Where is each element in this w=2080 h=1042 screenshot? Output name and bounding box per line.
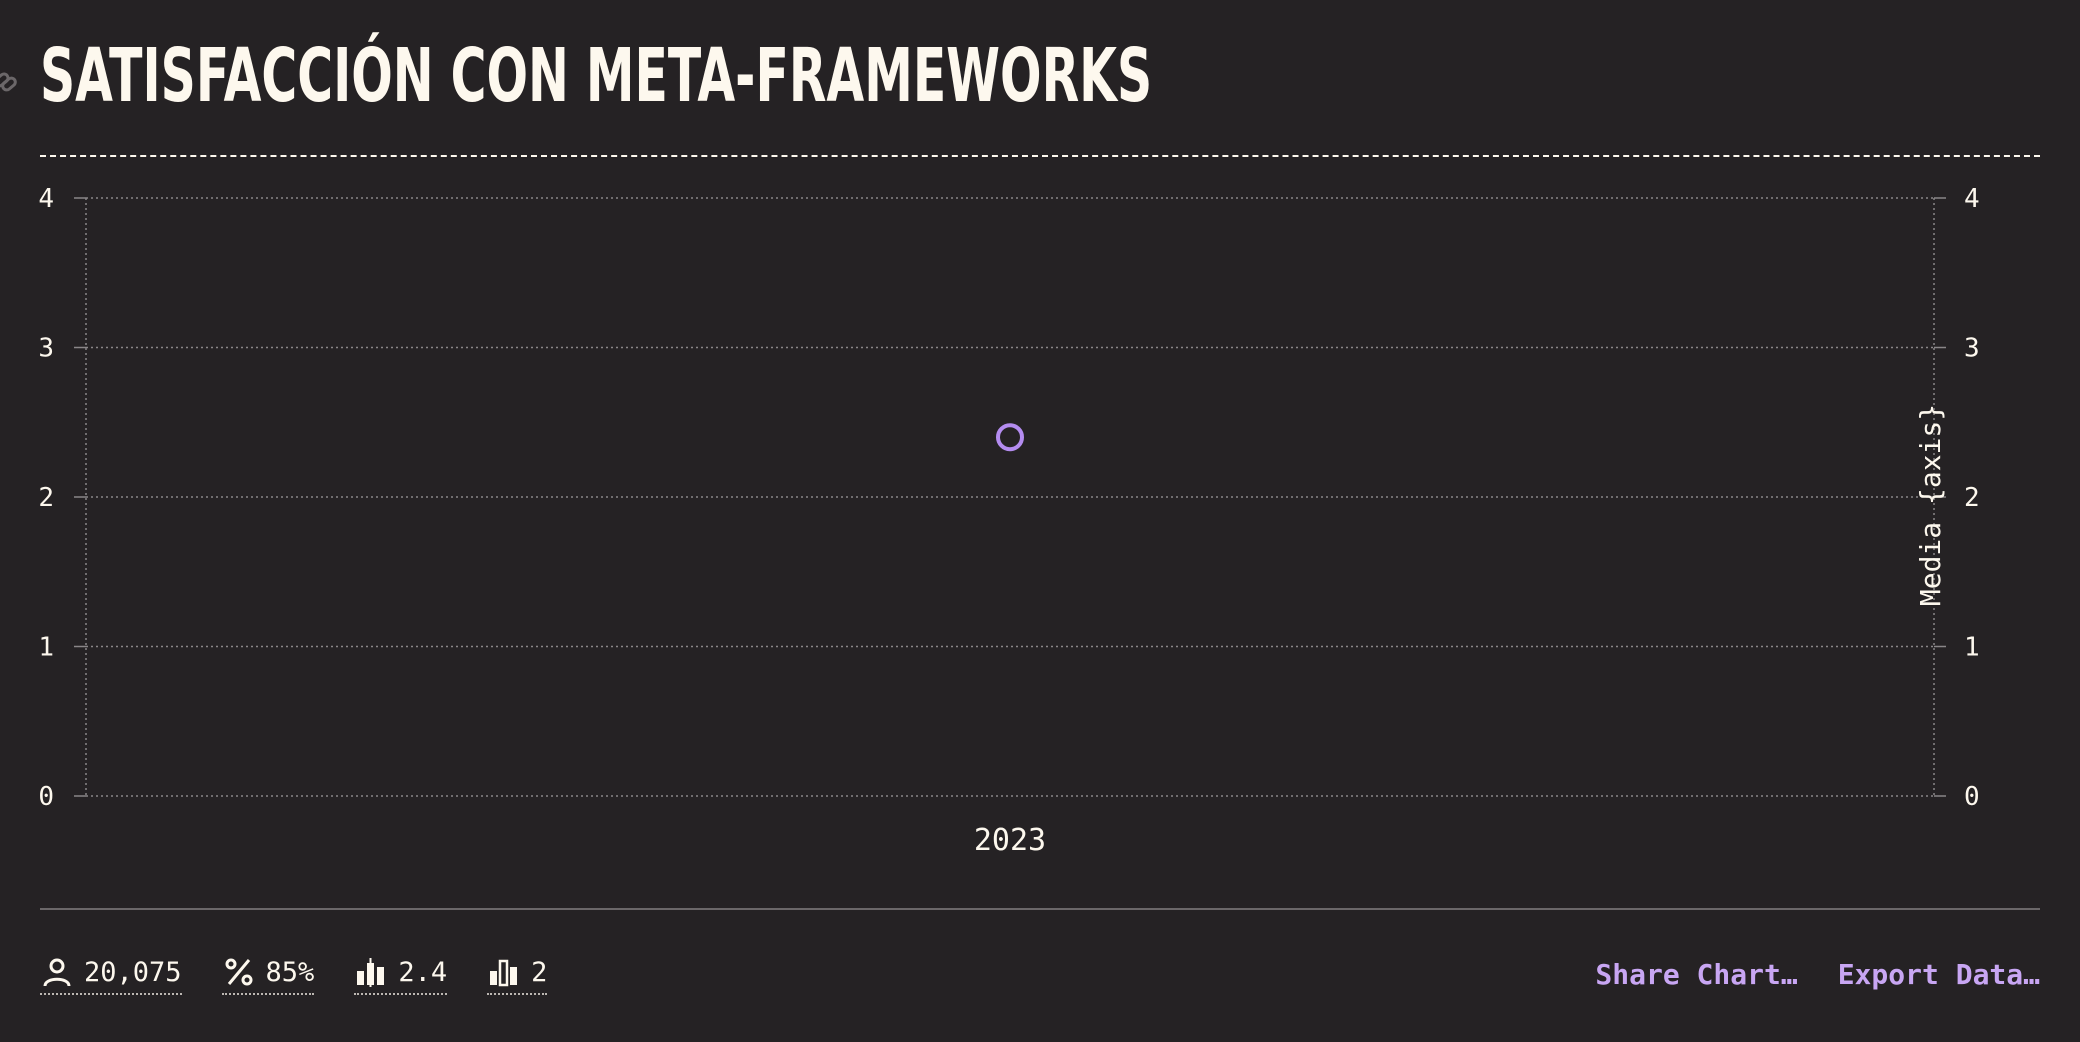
axis-labels: 0 1 2 3 4 0 1 2 3 4 2023 Media {axis} — [38, 184, 1979, 858]
grid-lines — [86, 197, 1934, 797]
x-tick-label: 2023 — [974, 823, 1046, 858]
stat-percentage[interactable]: 85% — [221, 955, 315, 995]
axes — [74, 197, 1946, 797]
right-axis-title: Media {axis} — [1914, 404, 1947, 606]
stat-median[interactable]: 2 — [487, 955, 548, 995]
right-tick-label: 4 — [1964, 184, 1980, 214]
export-data-button[interactable]: Export Data… — [1837, 958, 2040, 991]
footer-divider — [40, 908, 2040, 910]
data-point — [996, 423, 1024, 452]
stat-value: 2 — [531, 956, 548, 988]
link-icon[interactable] — [0, 70, 22, 98]
right-tick-label: 0 — [1964, 782, 1980, 812]
stat-value: 85% — [265, 956, 315, 988]
user-icon — [40, 955, 74, 989]
bar-chart-icon — [354, 955, 388, 989]
title-divider — [40, 155, 2040, 157]
left-tick-label: 4 — [38, 184, 54, 214]
stat-value: 2.4 — [398, 956, 448, 988]
percent-icon — [222, 955, 256, 989]
stat-mean[interactable]: 2.4 — [354, 955, 448, 995]
stat-respondents[interactable]: 20,075 — [40, 955, 182, 995]
data-points — [996, 423, 1024, 452]
right-tick-label: 1 — [1964, 633, 1980, 663]
left-tick-label: 0 — [38, 782, 54, 812]
right-tick-label: 2 — [1964, 483, 1980, 513]
bar-chart-outline-icon — [487, 955, 521, 989]
chart-title: SATISFACCIÓN CON META-FRAMEWORKS — [40, 33, 1153, 119]
share-chart-button[interactable]: Share Chart… — [1595, 958, 1798, 991]
stats-bar: 20,075 85% 2.4 2 — [40, 955, 548, 995]
right-tick-label: 3 — [1964, 334, 1980, 364]
scatter-chart: 0 1 2 3 4 0 1 2 3 4 2023 Media {axis} — [38, 184, 1979, 858]
chart-actions: Share Chart… Export Data… — [1595, 958, 2040, 991]
left-tick-label: 2 — [38, 483, 54, 513]
left-tick-label: 1 — [38, 633, 54, 663]
stat-value: 20,075 — [84, 956, 182, 988]
left-tick-label: 3 — [38, 334, 54, 364]
